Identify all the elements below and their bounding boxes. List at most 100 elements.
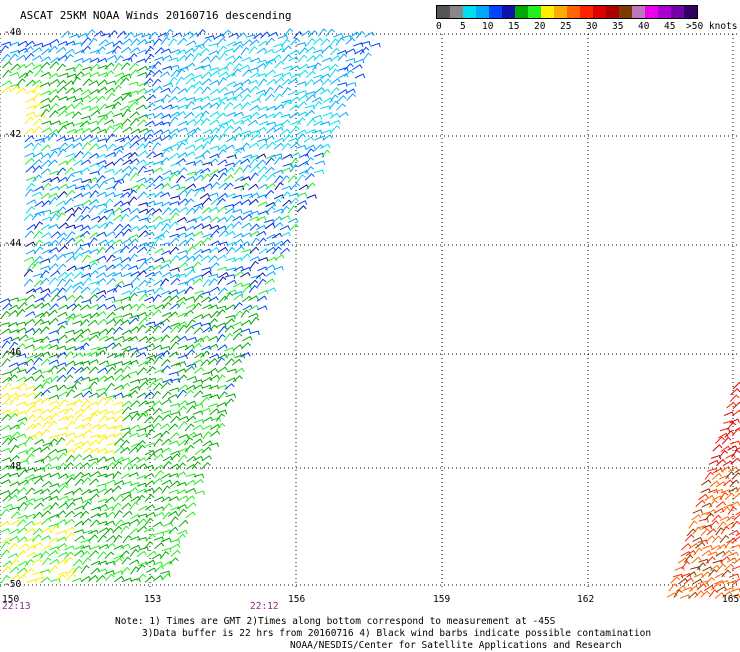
wind-barb <box>218 207 227 213</box>
wind-barb <box>122 110 130 117</box>
wind-barb <box>161 382 170 389</box>
wind-barb <box>210 263 219 269</box>
wind-barb <box>330 39 339 46</box>
wind-barb <box>154 176 163 182</box>
wind-barb <box>99 416 108 423</box>
wind-barb <box>66 158 75 164</box>
wind-barb <box>170 268 180 272</box>
wind-barb <box>90 520 99 527</box>
legend-swatch <box>437 6 450 18</box>
wind-barb <box>130 545 140 549</box>
wind-barb <box>705 472 713 479</box>
wind-barb <box>130 112 139 118</box>
wind-barb <box>250 318 259 325</box>
wind-barb <box>50 96 59 103</box>
wind-barb <box>65 68 75 72</box>
wind-barb <box>49 490 59 495</box>
wind-barb <box>187 406 196 413</box>
wind-barb <box>185 63 194 68</box>
wind-barb <box>185 49 195 54</box>
wind-barb <box>709 461 719 465</box>
wind-barb <box>178 190 187 196</box>
wind-barb <box>59 496 69 500</box>
wind-barb <box>229 33 239 37</box>
wind-barb <box>257 296 267 301</box>
wind-barb <box>57 449 67 453</box>
wind-barb <box>115 232 124 238</box>
wind-barb <box>91 111 101 117</box>
wind-barb <box>81 566 89 573</box>
wind-barb <box>64 252 74 256</box>
wind-barb <box>57 87 66 93</box>
wind-barb <box>51 579 61 583</box>
wind-barb <box>41 430 50 437</box>
wind-barb <box>66 456 75 463</box>
wind-barb <box>49 278 58 285</box>
wind-barb <box>137 178 147 182</box>
wind-barb <box>136 353 146 357</box>
wind-barb <box>98 145 108 149</box>
wind-barb <box>59 73 69 77</box>
wind-barb <box>139 231 148 237</box>
wind-barb <box>234 168 243 175</box>
wind-barb <box>225 120 235 125</box>
wind-barb <box>194 207 203 214</box>
wind-barb <box>49 435 59 439</box>
wind-barb <box>241 254 250 260</box>
wind-barb <box>169 352 179 357</box>
wind-barb <box>355 74 365 78</box>
wind-barb <box>105 337 115 341</box>
wind-barb <box>194 368 203 374</box>
wind-barb <box>730 441 740 445</box>
wind-barb <box>297 102 306 108</box>
wind-barb <box>171 87 180 94</box>
wind-barb <box>339 112 349 117</box>
wind-barb <box>728 507 737 514</box>
wind-barb <box>168 58 178 62</box>
wind-barb <box>123 127 133 132</box>
wind-barb <box>128 464 137 470</box>
wind-barb <box>153 87 162 93</box>
wind-barb <box>219 67 229 71</box>
wind-barb <box>163 523 173 527</box>
wind-barb <box>25 136 34 142</box>
wind-barb <box>17 370 27 374</box>
wind-barb <box>138 192 147 199</box>
wind-barb <box>217 306 227 310</box>
wind-barb <box>35 392 44 398</box>
wind-barb <box>57 385 66 391</box>
wind-barb <box>26 80 35 86</box>
wind-barb <box>210 287 220 292</box>
wind-barb <box>210 375 220 380</box>
wind-barb <box>243 165 252 172</box>
wind-barb <box>145 408 155 413</box>
wind-barb <box>350 32 359 38</box>
wind-barb <box>153 449 163 453</box>
wind-barb <box>305 174 314 180</box>
wind-barb <box>194 328 203 334</box>
wind-barb <box>42 183 51 189</box>
wind-barb <box>193 425 203 430</box>
wind-barb <box>160 552 169 559</box>
wind-barb <box>122 503 131 509</box>
wind-barb <box>89 462 98 469</box>
wind-barb <box>73 286 82 293</box>
wind-barb <box>233 127 242 133</box>
wind-barb <box>65 279 74 286</box>
wind-barb <box>59 400 68 407</box>
wind-barb <box>307 56 316 62</box>
wind-barb <box>89 81 99 86</box>
wind-barb <box>193 360 203 364</box>
wind-barb <box>26 454 35 461</box>
wind-barb <box>217 255 227 260</box>
wind-barb <box>297 91 307 95</box>
wind-barb <box>120 448 130 454</box>
legend-swatch <box>515 6 528 18</box>
wind-barb <box>106 305 116 309</box>
wind-barb <box>64 491 74 495</box>
wind-barb <box>354 60 364 64</box>
wind-barb <box>2 567 11 574</box>
wind-barb <box>193 275 203 279</box>
wind-barb <box>185 74 195 79</box>
wind-barb <box>114 495 123 502</box>
